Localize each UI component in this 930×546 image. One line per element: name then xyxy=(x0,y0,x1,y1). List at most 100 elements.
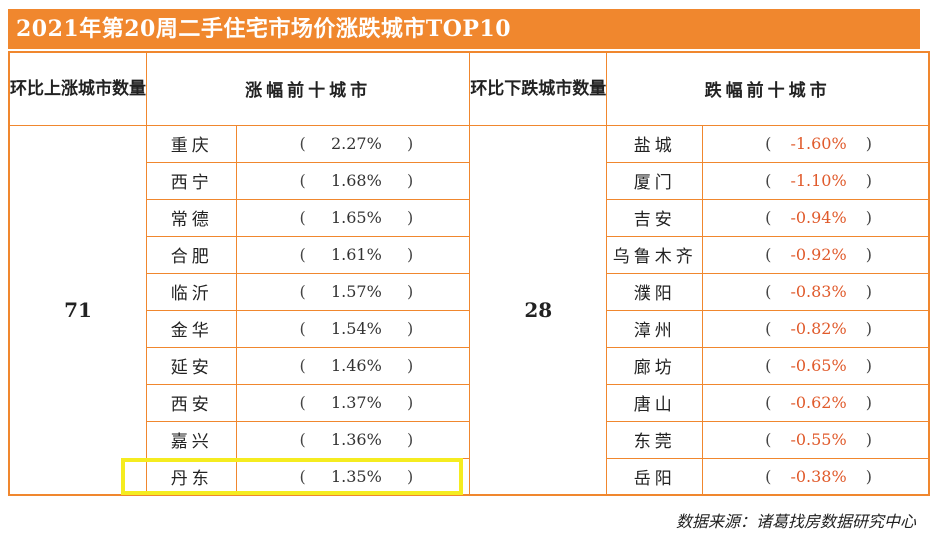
right-city-name: 盐城 xyxy=(606,124,704,163)
fall-count-header: 环比下跌城市数量 xyxy=(469,51,608,126)
left-change-value: 2.27% xyxy=(330,134,382,153)
right-change-value: -1.60% xyxy=(790,134,847,153)
left-city-name: 金华 xyxy=(145,309,238,348)
close-paren: ) xyxy=(865,208,872,227)
price-change-table: 环比上涨城市数量 涨幅前十城市 环比下跌城市数量 跌幅前十城市 71 重庆(2.2… xyxy=(8,51,930,496)
table-row: 延安(1.46%) 廊坊 ( -0.65%) xyxy=(9,346,930,385)
open-paren: ( xyxy=(299,430,306,449)
right-city-name: 唐山 xyxy=(606,383,704,422)
close-paren: ) xyxy=(407,282,414,301)
left-change-value: 1.46% xyxy=(330,356,382,375)
right-city-name: 东莞 xyxy=(606,420,704,459)
left-change-value: 1.61% xyxy=(330,245,382,264)
left-value-cell: (1.37%) xyxy=(236,383,471,422)
right-value-cell: ( -0.62%) xyxy=(702,383,930,422)
left-value-cell: (1.35%) xyxy=(236,457,471,496)
fall-city-count: 28 xyxy=(469,124,608,496)
left-city-name: 嘉兴 xyxy=(145,420,238,459)
open-paren: ( xyxy=(765,393,772,412)
close-paren: ) xyxy=(407,319,414,338)
right-value-cell: (-0.92%) xyxy=(702,235,930,274)
close-paren: ) xyxy=(865,356,872,375)
data-source: 数据来源：诸葛找房数据研究中心 xyxy=(675,512,916,531)
table-row: 嘉兴(1.36%) 东莞 ( -0.55%) xyxy=(9,420,930,459)
right-city-name: 吉安 xyxy=(606,198,704,237)
close-paren: ) xyxy=(865,466,872,486)
rise-city-count: 71 xyxy=(8,124,147,496)
left-change-value: 1.37% xyxy=(330,393,382,412)
left-value-cell: (1.68%) xyxy=(236,161,471,200)
table-row: 合肥(1.61%) 乌鲁木齐(-0.92%) xyxy=(9,235,930,274)
right-city-name: 乌鲁木齐 xyxy=(606,235,704,274)
close-paren: ) xyxy=(407,430,414,449)
right-city-name: 廊坊 xyxy=(606,346,704,385)
table-title: 2021年第20周二手住宅市场价涨跌城市TOP10 xyxy=(8,9,920,49)
rise-list-header: 涨幅前十城市 xyxy=(145,51,471,126)
left-value-cell: (1.36%) xyxy=(236,420,471,459)
table-row: 71 重庆(2.27%) 28 盐城(-1.60%) xyxy=(8,124,930,496)
left-city-name: 延安 xyxy=(145,346,238,385)
right-value-cell: (-0.38%) xyxy=(702,457,930,496)
open-paren: ( xyxy=(299,245,306,264)
open-paren: ( xyxy=(765,319,772,338)
open-paren: ( xyxy=(299,319,306,338)
close-paren: ) xyxy=(865,282,872,301)
right-change-value: -0.83% xyxy=(790,282,847,301)
open-paren: ( xyxy=(765,245,772,264)
open-paren: ( xyxy=(765,282,772,301)
close-paren: ) xyxy=(865,430,872,449)
table-row: 西宁(1.68%) 厦门(-1.10%) xyxy=(9,161,930,200)
left-city-name: 合肥 xyxy=(145,235,238,274)
left-city-name: 丹东 xyxy=(145,457,238,496)
left-value-cell: (2.27%) xyxy=(236,124,471,163)
fall-list-header: 跌幅前十城市 xyxy=(606,51,930,126)
close-paren: ) xyxy=(407,393,414,412)
right-change-value: -0.94% xyxy=(790,208,847,227)
right-change-value: -1.10% xyxy=(790,171,847,190)
close-paren: ) xyxy=(865,245,872,264)
right-change-value: -0.55% xyxy=(790,430,847,449)
left-city-name: 西安 xyxy=(145,383,238,422)
close-paren: ) xyxy=(407,208,414,227)
left-change-value: 1.65% xyxy=(330,208,382,227)
right-value-cell: (-1.60%) xyxy=(702,124,930,163)
table-row: 临沂(1.57%) 濮阳 ( -0.83%) xyxy=(9,272,930,311)
left-city-name: 重庆 xyxy=(145,124,238,163)
table-row: 金华 (1.54%) 漳州 ( -0.82%) xyxy=(9,309,930,348)
left-city-name: 临沂 xyxy=(145,272,238,311)
left-city-name: 西宁 xyxy=(145,161,238,200)
right-change-value: -0.62% xyxy=(790,393,847,412)
right-city-name: 濮阳 xyxy=(606,272,704,311)
open-paren: ( xyxy=(299,171,306,190)
open-paren: ( xyxy=(299,466,306,486)
open-paren: ( xyxy=(299,134,306,153)
left-change-value: 1.35% xyxy=(330,466,382,486)
left-change-value: 1.54% xyxy=(330,319,382,338)
close-paren: ) xyxy=(865,134,872,153)
open-paren: ( xyxy=(299,356,306,375)
open-paren: ( xyxy=(765,208,772,227)
close-paren: ) xyxy=(865,171,872,190)
left-value-cell: (1.61%) xyxy=(236,235,471,274)
open-paren: ( xyxy=(765,466,772,486)
right-change-value: -0.65% xyxy=(790,356,847,375)
close-paren: ) xyxy=(865,393,872,412)
close-paren: ) xyxy=(407,171,414,190)
right-value-cell: (-1.10%) xyxy=(702,161,930,200)
open-paren: ( xyxy=(299,208,306,227)
open-paren: ( xyxy=(299,393,306,412)
open-paren: ( xyxy=(299,282,306,301)
right-city-name: 漳州 xyxy=(606,309,704,348)
right-change-value: -0.82% xyxy=(790,319,847,338)
right-value-cell: ( -0.83%) xyxy=(702,272,930,311)
left-value-cell: (1.57%) xyxy=(236,272,471,311)
close-paren: ) xyxy=(407,134,414,153)
right-city-name: 岳阳 xyxy=(606,457,704,496)
left-value-cell: (1.46%) xyxy=(236,346,471,385)
open-paren: ( xyxy=(765,430,772,449)
left-change-value: 1.68% xyxy=(330,171,382,190)
table-row: 西安(1.37%) 唐山(-0.62%) xyxy=(9,383,930,422)
close-paren: ) xyxy=(865,319,872,338)
open-paren: ( xyxy=(765,356,772,375)
table-row: 丹东(1.35%) 岳阳(-0.38%) xyxy=(9,457,930,496)
